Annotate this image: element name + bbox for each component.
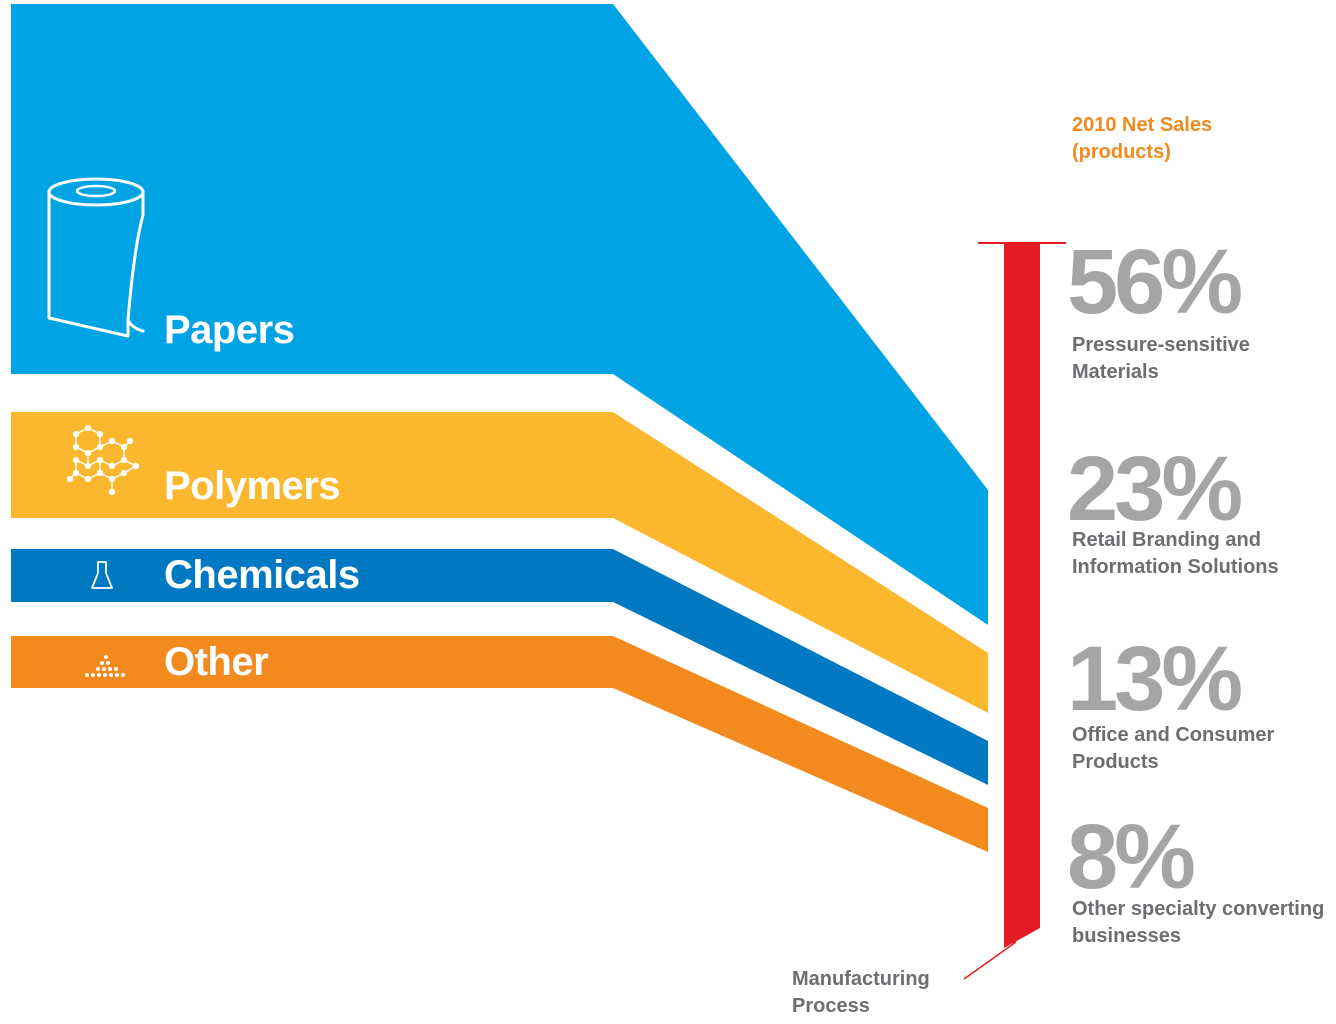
segment-name: Pressure-sensitive Materials [1072, 334, 1250, 383]
molecule-icon [66, 424, 140, 496]
segment-percent: 8% [1067, 806, 1196, 908]
segment-name: Office and Consumer Products [1072, 724, 1275, 773]
band-papers [11, 4, 988, 625]
other-label: Other [164, 640, 269, 684]
dots-pyramid-icon [85, 655, 125, 677]
chemicals-label: Chemicals [164, 553, 360, 597]
manufacturing-process-label: Manufacturing Process [792, 968, 930, 1017]
polymers-label: Polymers [164, 464, 341, 508]
paper-roll-icon [47, 177, 145, 338]
segment-percent: 23% [1067, 438, 1243, 540]
segment-percent: 56% [1067, 231, 1243, 333]
manufacturing-process-bar [1004, 243, 1040, 948]
process-leader-line [963, 941, 1017, 980]
band-polymers [11, 412, 988, 713]
flask-icon [91, 561, 113, 589]
papers-label: Papers [164, 308, 295, 352]
band-chemicals [11, 549, 988, 785]
net-sales-heading: 2010 Net Sales (products) [1072, 114, 1213, 163]
segment-name: Other specialty converting businesses [1072, 898, 1325, 947]
band-other [11, 636, 988, 852]
segment-name: Retail Branding and Information Solution… [1072, 529, 1279, 578]
segment-percent: 13% [1067, 628, 1243, 730]
